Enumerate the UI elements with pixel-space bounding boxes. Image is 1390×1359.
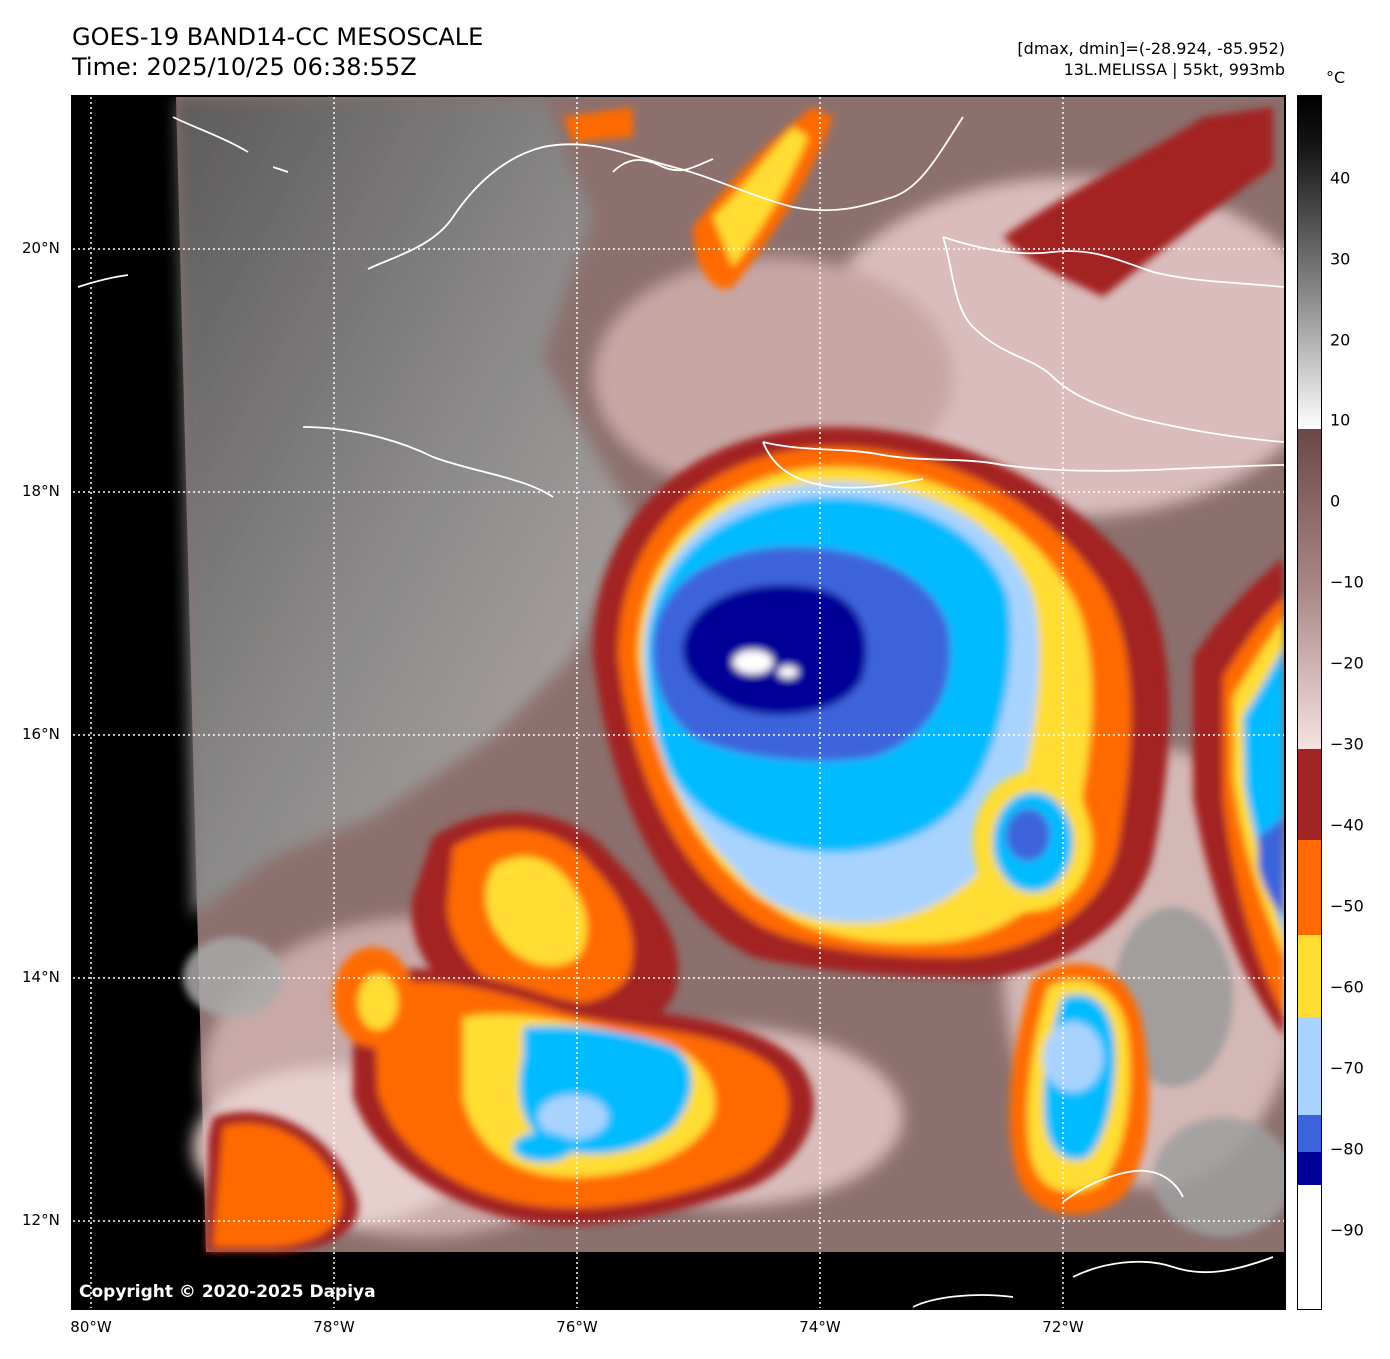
- colorbar-tick-minus20: −20: [1330, 653, 1364, 673]
- colorbar-tick-10: 10: [1330, 410, 1351, 430]
- chart-title: GOES-19 BAND14-CC MESOSCALE Time: 2025/1…: [72, 22, 483, 82]
- lat-label-20n: 20°N: [22, 239, 60, 257]
- lat-label-18n: 18°N: [22, 482, 60, 500]
- satellite-image: Copyright © 2020-2025 Dapiya: [71, 95, 1286, 1310]
- graticule: [73, 97, 1284, 1308]
- colorbar-tick-minus10: −10: [1330, 572, 1364, 592]
- coastlines: [77, 116, 1284, 1308]
- colorbar-tick-minus60: −60: [1330, 977, 1364, 997]
- lon-label-74w: 74°W: [799, 1318, 841, 1336]
- colorbar: [1297, 95, 1322, 1310]
- eastern-band: [1193, 557, 1284, 1037]
- title-product: GOES-19 BAND14-CC MESOSCALE: [72, 23, 484, 51]
- ir-imagery: [73, 97, 1284, 1308]
- colorbar-tick-20: 20: [1330, 330, 1351, 350]
- colorbar-tick-0: 0: [1330, 491, 1341, 511]
- lon-label-72w: 72°W: [1042, 1318, 1084, 1336]
- colorbar-tick-minus50: −50: [1330, 896, 1364, 916]
- colorbar-tick-40: 40: [1330, 168, 1351, 188]
- copyright-notice: Copyright © 2020-2025 Dapiya: [79, 1282, 376, 1302]
- title-time: Time: 2025/10/25 06:38:55Z: [72, 53, 417, 81]
- lon-label-76w: 76°W: [556, 1318, 598, 1336]
- storm-info: [dmax, dmin]=(-28.924, -85.952) 13L.MELI…: [1017, 38, 1285, 80]
- colorbar-tick-minus40: −40: [1330, 815, 1364, 835]
- colorbar-tick-30: 30: [1330, 249, 1351, 269]
- colorbar-scale: [1298, 96, 1321, 1309]
- lon-label-80w: 80°W: [70, 1318, 112, 1336]
- colorbar-tick-minus30: −30: [1330, 734, 1364, 754]
- secondary-cell: [973, 772, 1093, 912]
- storm-name: 13L.MELISSA | 55kt, 993mb: [1063, 60, 1285, 79]
- colorbar-unit: °C: [1326, 68, 1346, 87]
- lat-label-12n: 12°N: [22, 1211, 60, 1229]
- southern-convection: [206, 812, 814, 1252]
- lat-label-14n: 14°N: [22, 968, 60, 986]
- temperature-range: [dmax, dmin]=(-28.924, -85.952): [1017, 39, 1285, 58]
- lon-label-78w: 78°W: [313, 1318, 355, 1336]
- colorbar-tick-minus70: −70: [1330, 1058, 1364, 1078]
- colorbar-tick-minus80: −80: [1330, 1139, 1364, 1159]
- lat-label-16n: 16°N: [22, 725, 60, 743]
- southeast-cell: [1009, 963, 1149, 1215]
- colorbar-tick-minus90: −90: [1330, 1220, 1364, 1240]
